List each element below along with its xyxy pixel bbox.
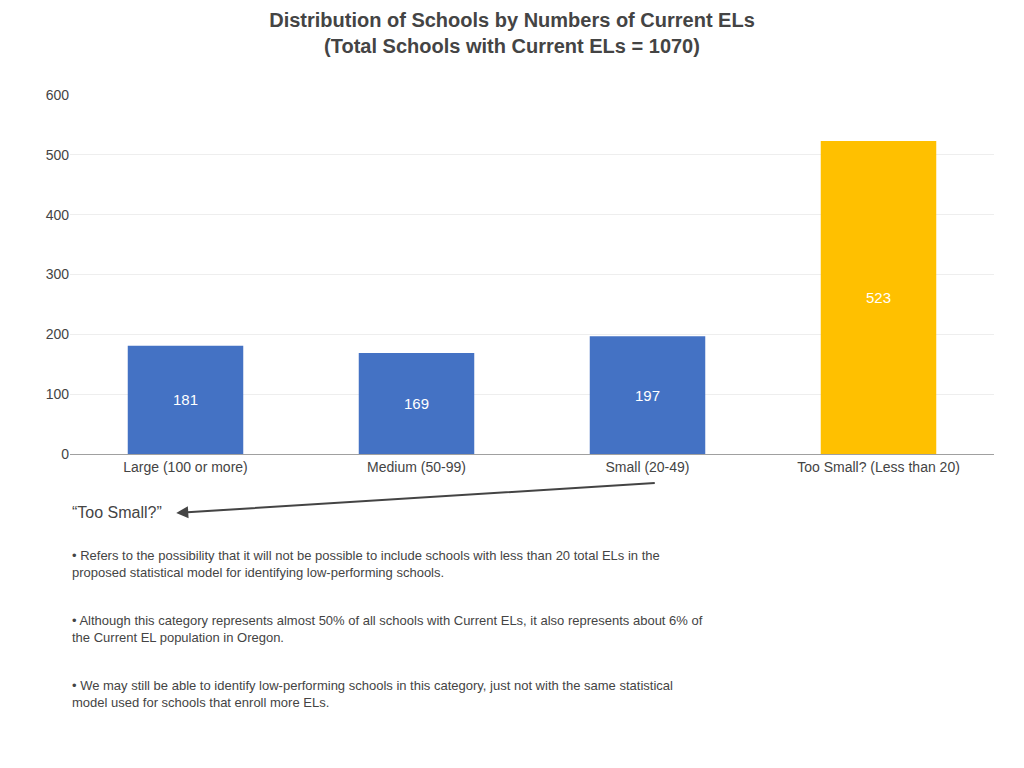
svg-text:• Refers to the possibility th: • Refers to the possibility that it will… xyxy=(72,548,660,580)
svg-text:100: 100 xyxy=(46,386,70,402)
svg-text:• We may still be able to iden: • We may still be able to identify low-p… xyxy=(72,678,673,710)
svg-text:523: 523 xyxy=(866,289,891,306)
svg-text:500: 500 xyxy=(46,147,70,163)
svg-text:Large (100 or more): Large (100 or more) xyxy=(123,459,248,475)
svg-text:0: 0 xyxy=(61,446,69,462)
svg-text:Distribution of Schools by Num: Distribution of Schools by Numbers of Cu… xyxy=(269,9,755,57)
svg-text:• Although this category repre: • Although this category represents almo… xyxy=(72,613,703,645)
svg-text:Small (20-49): Small (20-49) xyxy=(605,459,689,475)
svg-text:181: 181 xyxy=(173,391,198,408)
svg-text:400: 400 xyxy=(46,207,70,223)
svg-text:169: 169 xyxy=(404,395,429,412)
svg-text:Medium (50-99): Medium (50-99) xyxy=(367,459,466,475)
svg-text:Too Small? (Less than 20): Too Small? (Less than 20) xyxy=(797,459,960,475)
svg-text:200: 200 xyxy=(46,326,70,342)
svg-text:“Too Small?”: “Too Small?” xyxy=(72,504,162,521)
svg-text:197: 197 xyxy=(635,387,660,404)
svg-text:300: 300 xyxy=(46,266,70,282)
svg-text:600: 600 xyxy=(46,87,70,103)
